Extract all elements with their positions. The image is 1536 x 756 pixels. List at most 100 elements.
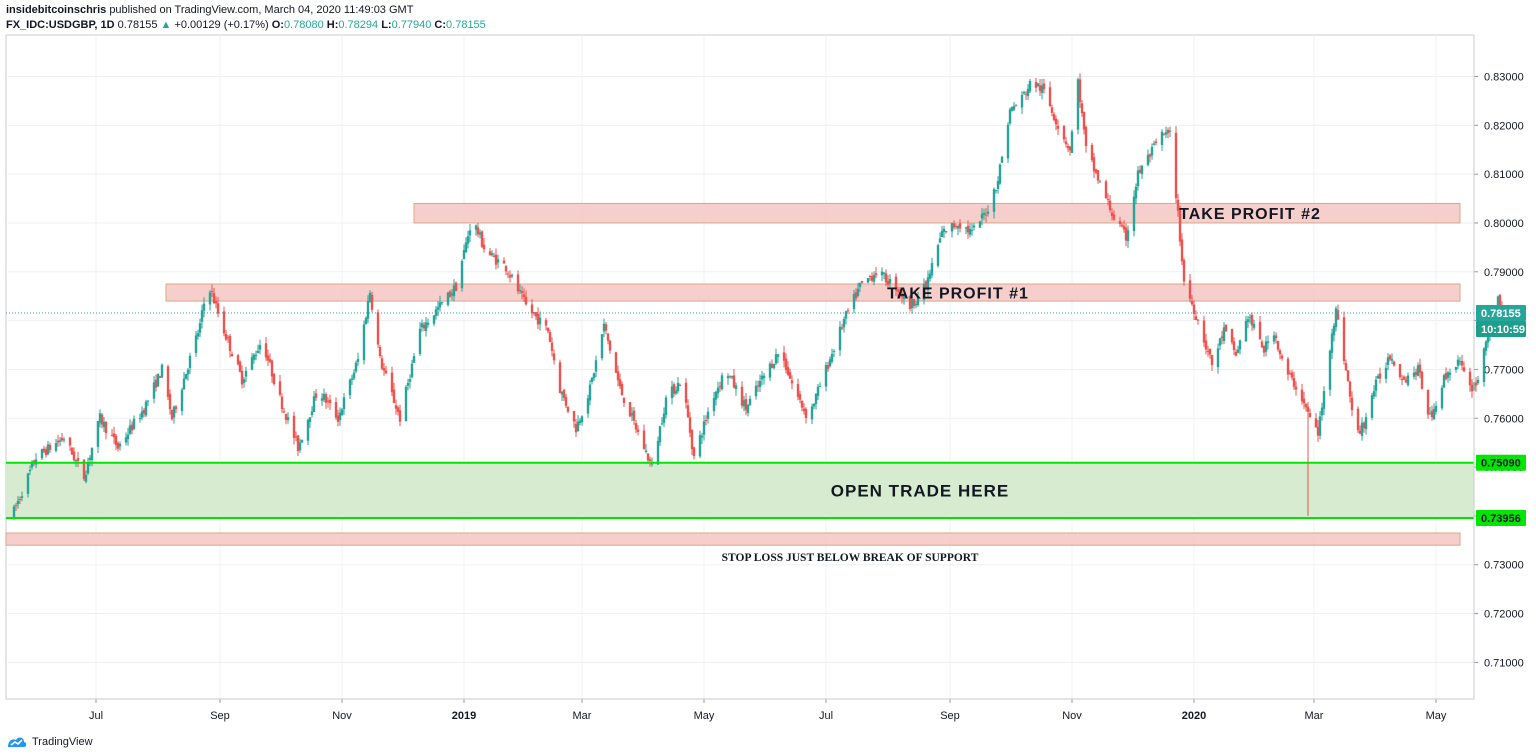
candle-up[interactable]: [1440, 387, 1444, 409]
candle-up[interactable]: [308, 417, 312, 423]
candle-down[interactable]: [1278, 350, 1282, 355]
candle-up[interactable]: [774, 354, 778, 364]
candle-down[interactable]: [564, 396, 568, 406]
candle-down[interactable]: [110, 435, 114, 437]
candle-down[interactable]: [790, 380, 794, 384]
candle-up[interactable]: [160, 364, 164, 378]
candle-down[interactable]: [370, 294, 374, 310]
candle-down[interactable]: [672, 384, 676, 394]
candle-down[interactable]: [1194, 316, 1198, 321]
candle-down[interactable]: [840, 327, 844, 329]
candle-down[interactable]: [1066, 145, 1070, 149]
candle-down[interactable]: [1286, 358, 1290, 375]
candle-down[interactable]: [1276, 341, 1280, 350]
candle-up[interactable]: [650, 463, 654, 465]
candle-up[interactable]: [436, 307, 440, 310]
candle-down[interactable]: [1208, 348, 1212, 355]
author-name[interactable]: insidebitcoinschris: [6, 4, 107, 16]
candle-down[interactable]: [174, 406, 178, 410]
candle-up[interactable]: [754, 385, 758, 397]
candle-down[interactable]: [690, 430, 694, 450]
candle-down[interactable]: [18, 498, 22, 500]
candle-down[interactable]: [1220, 336, 1224, 339]
candle-down[interactable]: [1092, 157, 1096, 172]
candle-down[interactable]: [1230, 329, 1234, 343]
candle-down[interactable]: [1392, 361, 1396, 366]
candle-down[interactable]: [1090, 144, 1094, 161]
candle-down[interactable]: [1056, 125, 1060, 129]
candle-up[interactable]: [1216, 348, 1220, 368]
candle-up[interactable]: [832, 350, 836, 352]
candle-down[interactable]: [966, 225, 970, 233]
candle-up[interactable]: [26, 473, 30, 494]
candle-up[interactable]: [1376, 375, 1380, 379]
candle-down[interactable]: [924, 281, 928, 288]
candle-down[interactable]: [1290, 372, 1294, 378]
candle-down[interactable]: [168, 393, 172, 410]
candle-up[interactable]: [1238, 340, 1242, 350]
candle-down[interactable]: [324, 394, 328, 403]
countdown-badge[interactable]: [1476, 321, 1526, 338]
support-upper-badge[interactable]: [1476, 454, 1526, 471]
candle-up[interactable]: [1386, 357, 1390, 366]
candle-up[interactable]: [1442, 375, 1446, 388]
candle-up[interactable]: [132, 418, 136, 429]
candle-down[interactable]: [546, 327, 550, 332]
candle-down[interactable]: [894, 276, 898, 291]
candle-down[interactable]: [908, 295, 912, 309]
candle-up[interactable]: [464, 242, 468, 253]
candle-down[interactable]: [222, 311, 226, 334]
candle-down[interactable]: [1202, 320, 1206, 343]
candle-down[interactable]: [620, 383, 624, 396]
candle-up[interactable]: [1334, 308, 1338, 328]
candle-down[interactable]: [684, 382, 688, 403]
candle-down[interactable]: [1192, 304, 1196, 315]
candle-down[interactable]: [520, 291, 524, 294]
candle-up[interactable]: [1010, 107, 1014, 111]
candle-up[interactable]: [1390, 359, 1394, 361]
candle-down[interactable]: [1302, 398, 1306, 404]
candle-down[interactable]: [1462, 367, 1466, 372]
candle-down[interactable]: [1096, 170, 1100, 181]
candle-down[interactable]: [1034, 81, 1038, 88]
candle-up[interactable]: [656, 440, 660, 465]
candle-down[interactable]: [1260, 341, 1264, 348]
candle-up[interactable]: [1134, 186, 1138, 199]
candle-up[interactable]: [244, 370, 248, 377]
candle-down[interactable]: [1042, 83, 1046, 90]
candle-up[interactable]: [1218, 338, 1222, 346]
candle-up[interactable]: [298, 442, 302, 451]
candle-up[interactable]: [96, 421, 100, 447]
candle-up[interactable]: [338, 412, 342, 421]
candle-down[interactable]: [614, 352, 618, 373]
candle-up[interactable]: [1456, 359, 1460, 366]
candle-down[interactable]: [1052, 114, 1056, 121]
candle-up[interactable]: [1006, 124, 1010, 159]
candle-down[interactable]: [272, 373, 276, 384]
candle-down[interactable]: [328, 399, 332, 404]
candle-up[interactable]: [404, 387, 408, 422]
candle-up[interactable]: [830, 353, 834, 362]
candle-down[interactable]: [166, 366, 170, 397]
candle-down[interactable]: [744, 399, 748, 411]
candle-up[interactable]: [20, 496, 24, 498]
candle-up[interactable]: [816, 386, 820, 396]
candle-up[interactable]: [852, 294, 856, 310]
candle-down[interactable]: [786, 367, 790, 375]
candle-down[interactable]: [264, 343, 268, 358]
candle-down[interactable]: [1258, 321, 1262, 340]
candle-down[interactable]: [100, 414, 104, 425]
candle-down[interactable]: [544, 320, 548, 326]
candle-up[interactable]: [674, 390, 678, 394]
candle-down[interactable]: [1120, 224, 1124, 227]
candle-up[interactable]: [1036, 83, 1040, 87]
candle-up[interactable]: [1098, 181, 1102, 183]
candle-down[interactable]: [422, 325, 426, 329]
candle-down[interactable]: [728, 375, 732, 377]
candle-up[interactable]: [1374, 379, 1378, 391]
candle-up[interactable]: [354, 362, 358, 372]
candle-down[interactable]: [854, 292, 858, 299]
candle-up[interactable]: [1136, 170, 1140, 187]
candle-down[interactable]: [548, 332, 552, 343]
candle-up[interactable]: [758, 380, 762, 388]
